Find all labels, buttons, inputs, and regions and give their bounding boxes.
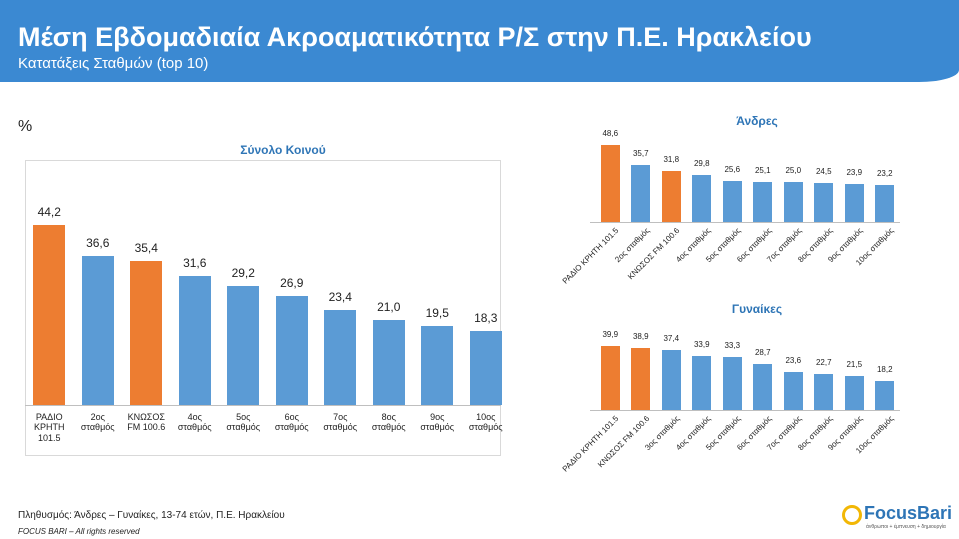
x-tick-label: 5ος σταθμός (226, 412, 261, 433)
x-tick-label: 2ος σταθμός (80, 412, 115, 433)
value-label: 25,6 (724, 165, 741, 175)
bar (814, 373, 834, 410)
value-label: 29,8 (693, 158, 710, 168)
axis-line (590, 410, 900, 411)
x-tick-label: ΡΑΔΙΟ ΚΡΗΤΗ 101.5 (560, 414, 621, 474)
bar (844, 183, 864, 222)
logo-icon (842, 505, 862, 525)
bar (631, 347, 651, 410)
chart-title: Σύνολο Κοινού (240, 143, 326, 157)
unit: % (18, 118, 33, 135)
value-label: 25,1 (754, 166, 771, 176)
bar (661, 171, 681, 222)
logo-tagline: άνθρωποι + έμπνευση + δημιουργία (866, 524, 946, 530)
value-label: 23,9 (846, 167, 863, 177)
x-tick-label: ΚΝΩΣΟΣ FM 100.6 (127, 412, 166, 433)
bar (600, 144, 620, 222)
value-label: 35,4 (134, 240, 158, 255)
bar (324, 309, 357, 405)
bar (33, 225, 66, 405)
value-label: 23,4 (328, 289, 352, 304)
value-label: 26,9 (280, 275, 304, 290)
bar (875, 380, 895, 410)
value-label: 18,2 (876, 364, 893, 374)
bar (753, 364, 773, 410)
value-label: 21,0 (377, 299, 401, 314)
bar (814, 183, 834, 222)
bar (722, 181, 742, 222)
x-tick-label: ΡΑΔΙΟ ΚΡΗΤΗ 101.5 (560, 226, 621, 286)
value-label: 29,2 (231, 266, 255, 281)
bar (783, 372, 803, 410)
value-label: 44,2 (37, 205, 61, 220)
x-tick-label: 7ος σταθμός (323, 412, 358, 433)
axis-line (25, 405, 501, 406)
x-tick-label: ΚΝΩΣΟΣ FM 100.6 (626, 226, 682, 282)
bar (227, 286, 260, 405)
value-label: 28,7 (754, 348, 771, 358)
value-label: 37,4 (663, 334, 680, 344)
bar (875, 185, 895, 222)
plot-frame (25, 160, 501, 456)
footer-note: Πληθυσμός: Άνδρες – Γυναίκες, 13-74 ετών… (18, 510, 285, 521)
value-label: 33,9 (693, 339, 710, 349)
x-tick-label: 10ος σταθμός (468, 412, 503, 433)
bar (692, 174, 712, 222)
bar (844, 375, 864, 410)
bar (372, 319, 405, 405)
axis-line (590, 222, 900, 223)
value-label: 39,9 (602, 330, 619, 340)
chart-title: Γυναίκες (731, 302, 783, 316)
x-tick-label: 8ος σταθμός (371, 412, 406, 433)
bar (661, 350, 681, 410)
value-label: 36,6 (86, 236, 110, 251)
value-label: 23,2 (876, 169, 893, 179)
value-label: 24,5 (815, 167, 832, 177)
bar (81, 256, 114, 405)
value-label: 18,3 (474, 310, 498, 325)
bar (275, 295, 308, 405)
bar (469, 330, 502, 405)
value-label: 48,6 (602, 128, 619, 138)
value-label: 25,0 (785, 166, 802, 176)
value-label: 38,9 (632, 331, 649, 341)
chart-title: Άνδρες (736, 114, 778, 128)
x-tick-label: ΡΑΔΙΟ ΚΡΗΤΗ 101.5 (33, 412, 65, 443)
value-label: 33,3 (724, 340, 741, 350)
bar (692, 355, 712, 410)
x-tick-label: 9ος σταθμός (420, 412, 455, 433)
x-tick-label: 6ος σταθμός (274, 412, 309, 433)
bar (600, 346, 620, 410)
bar (421, 325, 454, 405)
value-label: 31,6 (183, 256, 207, 271)
bar (753, 182, 773, 222)
bar (631, 165, 651, 222)
footer-rights: FOCUS BARI – All rights reserved (18, 527, 140, 536)
slide-title: Μέση Εβδομαδιαία Ακροαματικότητα Ρ/Σ στη… (18, 22, 812, 52)
slide-subtitle: Κατατάξεις Σταθμών (top 10) (18, 55, 209, 72)
value-label: 21,5 (846, 359, 863, 369)
bar (722, 356, 742, 410)
bar (783, 182, 803, 222)
x-tick-label: 4ος σταθμός (177, 412, 212, 433)
value-label: 31,8 (663, 155, 680, 165)
value-label: 23,6 (785, 356, 802, 366)
bar (178, 276, 211, 405)
value-label: 22,7 (815, 357, 832, 367)
header-band (0, 0, 959, 82)
value-label: 35,7 (632, 149, 649, 159)
logo-name: FocusBari (864, 503, 953, 523)
value-label: 19,5 (425, 305, 449, 320)
bar (130, 260, 163, 405)
